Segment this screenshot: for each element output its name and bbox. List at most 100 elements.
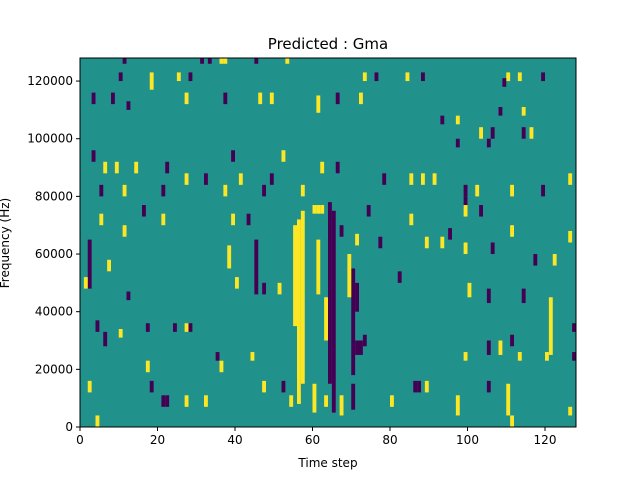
heatmap-cell xyxy=(397,271,402,283)
heatmap-cell xyxy=(149,72,154,90)
heatmap-cell xyxy=(219,360,224,373)
heatmap-cell xyxy=(479,127,483,139)
heatmap-cell xyxy=(99,184,104,197)
heatmap-cell xyxy=(223,92,228,105)
heatmap-cell xyxy=(87,239,92,289)
heatmap-cell xyxy=(424,380,429,393)
heatmap-cell xyxy=(99,213,104,226)
y-tick-label: 0 xyxy=(65,420,73,434)
axes-frame xyxy=(79,57,577,428)
y-tick-label: 80000 xyxy=(35,189,73,203)
heatmap-cell xyxy=(235,277,239,289)
heatmap-cell xyxy=(95,320,100,332)
heatmap-cell xyxy=(312,205,317,214)
heatmap-cell xyxy=(339,395,344,416)
heatmap-cell xyxy=(285,58,290,64)
heatmap-cell xyxy=(548,297,553,355)
heatmap-cell xyxy=(134,161,139,174)
chart-title: Predicted : Gma xyxy=(268,35,388,53)
heatmap-cell xyxy=(506,72,511,82)
x-axis-label: Time step xyxy=(297,456,357,470)
heatmap-cell xyxy=(486,138,491,148)
heatmap-cell xyxy=(448,228,452,240)
heatmap-cell xyxy=(366,205,371,217)
heatmap-cell xyxy=(521,107,526,116)
heatmap-cell xyxy=(262,184,266,197)
heatmap-cell xyxy=(324,297,328,341)
y-axis-label: Frequency (Hz) xyxy=(0,198,12,289)
heatmap-cell xyxy=(316,205,321,214)
heatmap-cell xyxy=(246,213,251,226)
heatmap-cell xyxy=(479,205,483,217)
heatmap-cell xyxy=(118,328,123,338)
heatmap-cell xyxy=(545,352,549,361)
heatmap-cell xyxy=(269,92,274,105)
heatmap-cell xyxy=(347,254,352,298)
heatmap-cell xyxy=(568,173,573,185)
heatmap-cell xyxy=(281,380,286,393)
heatmap-cell xyxy=(510,184,514,197)
heatmap-cell xyxy=(122,58,127,64)
heatmap-cell xyxy=(413,380,418,393)
heatmap-cell xyxy=(161,184,166,197)
heatmap-cell xyxy=(440,115,445,125)
heatmap-cell xyxy=(161,395,166,407)
heatmap-cell xyxy=(83,277,88,289)
heatmap-cell xyxy=(351,268,356,376)
heatmap-cell xyxy=(355,233,359,246)
heatmap-cell xyxy=(517,72,522,82)
heatmap-cell xyxy=(103,161,108,174)
heatmap-cell xyxy=(188,72,193,82)
heatmap-cell xyxy=(409,173,414,185)
heatmap-cell xyxy=(335,161,340,174)
heatmap-cell xyxy=(118,72,123,82)
heatmap-cell xyxy=(173,323,177,332)
heatmap-cell xyxy=(184,395,189,407)
heatmap-cell xyxy=(529,127,534,139)
heatmap-cell xyxy=(87,380,92,393)
heatmap-cell xyxy=(517,352,522,361)
heatmap-cell xyxy=(231,213,235,226)
heatmap-cell xyxy=(455,138,460,148)
heatmap-cell xyxy=(122,184,127,197)
heatmap-cell xyxy=(498,340,503,355)
heatmap-cell xyxy=(142,205,146,217)
heatmap-cell xyxy=(324,395,328,407)
x-tick-label: 60 xyxy=(305,433,320,447)
heatmap-cell xyxy=(506,383,511,416)
heatmap-cell xyxy=(432,173,437,185)
heatmap-cell xyxy=(486,340,491,355)
heatmap-cell xyxy=(107,259,111,272)
heatmap-cell xyxy=(254,239,259,295)
heatmap-cell xyxy=(463,184,468,197)
heatmap-cell xyxy=(455,395,460,416)
heatmap-cell xyxy=(320,205,325,214)
heatmap-cell xyxy=(176,72,181,82)
heatmap-cell xyxy=(552,254,557,266)
heatmap-cell xyxy=(510,225,514,237)
heatmap-cell xyxy=(374,72,379,82)
heatmap-cell xyxy=(184,173,189,185)
y-tick-label: 40000 xyxy=(35,305,73,319)
heatmap-cell xyxy=(122,225,127,237)
heatmap-cell xyxy=(188,323,193,332)
heatmap-cell xyxy=(149,380,154,393)
heatmap-cell xyxy=(145,360,150,373)
heatmap-cell xyxy=(541,72,545,82)
heatmap-cell xyxy=(269,173,274,185)
heatmap-cell xyxy=(359,92,363,105)
x-tick-label: 80 xyxy=(382,433,397,447)
heatmap-cell xyxy=(161,213,166,226)
heatmap-cell xyxy=(184,92,189,105)
heatmap-cell xyxy=(405,72,410,82)
heatmap-cell xyxy=(572,323,576,332)
heatmap-cell xyxy=(91,150,96,162)
heatmap-cell xyxy=(200,58,204,64)
heatmap-cell xyxy=(421,173,425,185)
heatmap-cell xyxy=(250,352,255,361)
heatmap-cell xyxy=(467,282,472,298)
y-tick-label: 100000 xyxy=(27,132,73,146)
heatmap-cell xyxy=(390,395,394,407)
